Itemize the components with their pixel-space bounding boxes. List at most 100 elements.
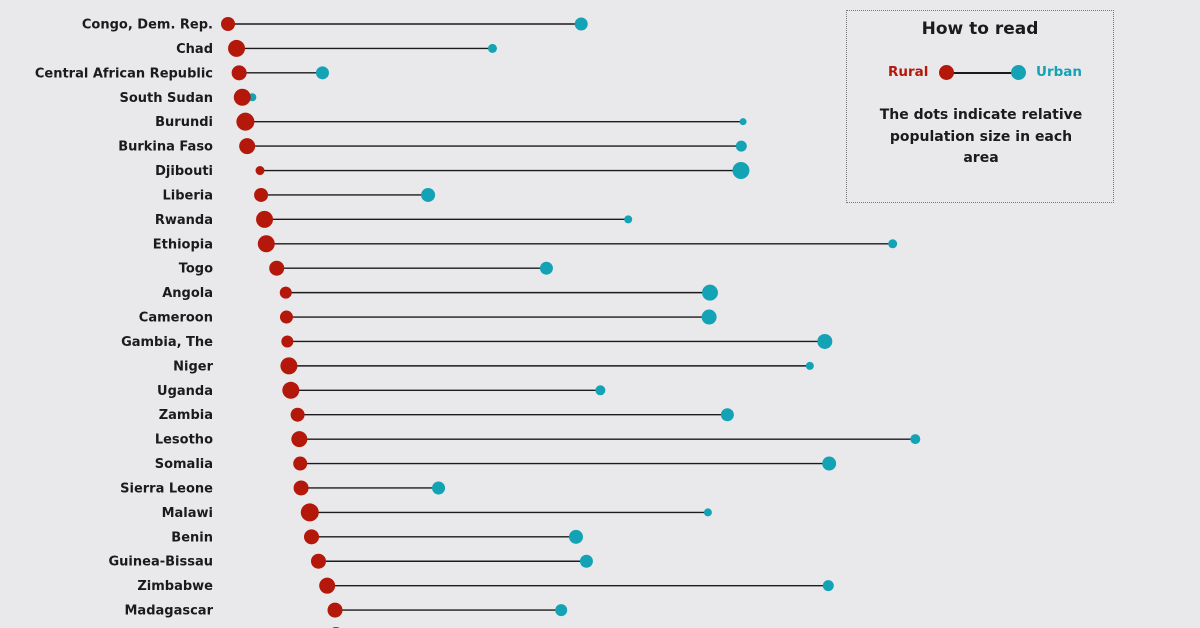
- legend-urban-label: Urban: [1036, 64, 1083, 80]
- country-label: Lesotho: [155, 433, 213, 448]
- chart-row: Somalia: [155, 456, 837, 472]
- country-label: Malawi: [162, 506, 213, 521]
- chart-row: Burundi: [155, 112, 747, 131]
- chart-row: Djibouti: [155, 162, 750, 180]
- urban-dot: [579, 554, 593, 568]
- rural-dot: [281, 335, 294, 348]
- urban-dot: [720, 408, 734, 422]
- chart-row: Uganda: [157, 381, 606, 399]
- urban-dot: [701, 309, 717, 325]
- urban-dot: [735, 140, 747, 152]
- chart-row: Congo, Dem. Rep.: [82, 17, 588, 33]
- country-label: Congo, Dem. Rep.: [82, 18, 213, 33]
- rural-dot: [327, 602, 343, 618]
- country-label: Zimbabwe: [137, 579, 213, 594]
- country-label: Rwanda: [155, 213, 213, 228]
- chart-row: Niger: [173, 357, 814, 375]
- urban-dot: [817, 333, 833, 349]
- rural-dot: [231, 65, 247, 81]
- rural-dot: [319, 577, 336, 594]
- legend-key: Rural Urban: [847, 62, 1113, 82]
- country-label: Burkina Faso: [118, 140, 213, 155]
- chart-row: Cameroon: [139, 309, 717, 326]
- legend-title: How to read: [921, 19, 1039, 39]
- urban-dot: [595, 385, 606, 396]
- country-label: Niger: [173, 359, 213, 374]
- rural-dot: [257, 235, 275, 253]
- country-label: Cameroon: [139, 311, 213, 326]
- urban-dot: [701, 284, 718, 301]
- chart-row: Chad: [176, 39, 497, 57]
- country-label: Madagascar: [125, 604, 214, 619]
- chart-row: Sierra Leone: [120, 480, 446, 496]
- country-label: Ethiopia: [153, 237, 213, 252]
- chart-row: South Sudan: [120, 88, 257, 106]
- rural-dot: [293, 480, 309, 496]
- urban-dot: [624, 215, 633, 224]
- rural-dot: [300, 503, 319, 522]
- country-label: Zambia: [159, 408, 213, 423]
- urban-dot: [822, 456, 837, 471]
- rural-dot: [304, 529, 320, 545]
- rural-dot: [290, 407, 305, 422]
- urban-dot: [732, 162, 750, 180]
- urban-dot: [315, 66, 329, 80]
- rural-dot: [239, 138, 256, 155]
- legend-rural-dot: [939, 65, 954, 80]
- rural-dot: [293, 456, 308, 471]
- chart-row: Zimbabwe: [137, 577, 834, 594]
- legend-note: The dots indicate relative population si…: [879, 107, 1083, 166]
- urban-dot: [574, 17, 588, 31]
- country-label: Benin: [171, 530, 213, 545]
- urban-dot: [555, 604, 568, 617]
- rural-dot: [280, 357, 298, 375]
- country-label: Liberia: [162, 188, 213, 203]
- rural-dot: [279, 310, 293, 324]
- country-label: Central African Republic: [35, 66, 213, 81]
- country-label: Gambia, The: [121, 335, 213, 350]
- chart-row: Togo: [179, 260, 553, 277]
- chart-row: Central African Republic: [35, 65, 329, 81]
- rural-dot: [291, 431, 308, 448]
- rural-dot: [310, 553, 326, 569]
- rural-dot: [233, 88, 251, 106]
- rural-dot: [269, 260, 285, 276]
- urban-dot: [910, 434, 921, 445]
- chart-row: Angola: [162, 284, 718, 301]
- urban-dot: [805, 361, 814, 370]
- chart-row: Guinea-Bissau: [109, 553, 593, 570]
- country-label: South Sudan: [120, 91, 214, 106]
- rural-dot: [256, 210, 274, 228]
- country-label: Chad: [176, 42, 213, 57]
- legend-connector-line: [947, 72, 1019, 74]
- rural-dot: [255, 166, 265, 176]
- rural-dot: [254, 187, 269, 202]
- urban-dot: [888, 239, 898, 249]
- chart-row: Malawi: [162, 503, 712, 522]
- chart-row: Burkina Faso: [118, 138, 747, 155]
- country-label: Sierra Leone: [120, 481, 213, 496]
- chart-rows: Congo, Dem. Rep. Chad Central African Repu…: [35, 17, 921, 628]
- urban-dot: [822, 580, 834, 592]
- urban-dot: [739, 118, 747, 126]
- country-label: Guinea-Bissau: [109, 555, 214, 570]
- chart-row: Liberia: [162, 187, 436, 203]
- legend-urban-dot: [1011, 65, 1026, 80]
- how-to-read-legend: How to read Rural Urban The dots indicat…: [846, 10, 1114, 203]
- urban-dot: [569, 529, 583, 544]
- chart-row: Ethiopia: [153, 235, 898, 253]
- urban-dot: [487, 43, 497, 53]
- rural-dot: [282, 381, 300, 399]
- country-label: Burundi: [155, 115, 213, 130]
- chart-row: Lesotho: [155, 431, 921, 448]
- country-label: Djibouti: [155, 164, 213, 179]
- country-label: Somalia: [155, 457, 213, 472]
- rural-dot: [228, 39, 246, 57]
- chart-row: Madagascar: [125, 602, 568, 619]
- rural-dot: [279, 286, 292, 299]
- rural-dot: [221, 17, 235, 31]
- urban-dot: [703, 508, 712, 517]
- chart-row: Benin: [171, 529, 583, 545]
